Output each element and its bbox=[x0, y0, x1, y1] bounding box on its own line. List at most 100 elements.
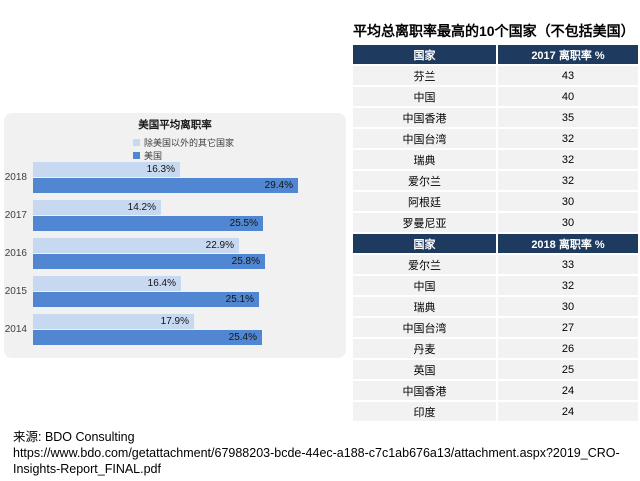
table-row: 中国台湾 32 bbox=[353, 129, 638, 150]
cell-country: 罗曼尼亚 bbox=[353, 213, 498, 232]
year-label: 2018 bbox=[4, 172, 27, 183]
bar-usa: 25.5% bbox=[33, 216, 263, 231]
bar-value-label: 22.9% bbox=[205, 240, 234, 251]
bar-value-label: 25.4% bbox=[228, 332, 257, 343]
cell-country: 中国台湾 bbox=[353, 318, 498, 337]
cell-rate: 27 bbox=[561, 321, 575, 334]
cell-country: 中国香港 bbox=[353, 108, 498, 127]
cell-country: 爱尔兰 bbox=[353, 255, 498, 274]
legend-swatch-dark-icon bbox=[133, 152, 140, 159]
table-row: 瑞典 30 bbox=[353, 297, 638, 318]
header-cell-country: 国家 bbox=[353, 45, 498, 64]
year-label: 2017 bbox=[4, 210, 27, 221]
year-label: 2016 bbox=[4, 248, 27, 259]
bar-other-countries: 16.3% bbox=[33, 162, 180, 177]
table-header-row: 国家 2017 离职率 % bbox=[353, 45, 638, 66]
us-turnover-chart-panel: 美国平均离职率 除美国以外的其它国家 美国 2018 16.3% 29.4% 2017… bbox=[4, 113, 346, 358]
cell-country: 阿根廷 bbox=[353, 192, 498, 211]
table-row: 中国 32 bbox=[353, 276, 638, 297]
bar-usa: 25.1% bbox=[33, 292, 259, 307]
cell-country: 爱尔兰 bbox=[353, 171, 498, 190]
cell-country: 中国 bbox=[353, 87, 498, 106]
header-cell-rate: 2018 离职率 % bbox=[531, 238, 605, 251]
legend-item-usa: 美国 bbox=[133, 149, 234, 162]
legend-swatch-light-icon bbox=[133, 139, 140, 146]
bar-other-countries: 17.9% bbox=[33, 314, 194, 329]
source-label: 来源: BDO Consulting bbox=[13, 430, 135, 444]
table-row: 中国香港 24 bbox=[353, 381, 638, 402]
source-block: 来源: BDO Consulting https://www.bdo.com/g… bbox=[13, 429, 620, 477]
bar-value-label: 25.1% bbox=[225, 294, 254, 305]
cell-country: 英国 bbox=[353, 360, 498, 379]
cell-rate: 26 bbox=[561, 342, 575, 355]
bar-usa: 25.4% bbox=[33, 330, 262, 345]
bar-value-label: 16.3% bbox=[146, 164, 175, 175]
table-row: 中国香港 35 bbox=[353, 108, 638, 129]
bar-group-2015: 2015 16.4% 25.1% bbox=[4, 276, 340, 307]
bar-pair: 16.3% 29.4% bbox=[33, 162, 340, 193]
table-row: 罗曼尼亚 30 bbox=[353, 213, 638, 234]
cell-country: 中国台湾 bbox=[353, 129, 498, 148]
year-label: 2015 bbox=[4, 286, 27, 297]
legend-label: 美国 bbox=[144, 151, 163, 161]
cell-country: 印度 bbox=[353, 402, 498, 421]
table-row: 芬兰 43 bbox=[353, 66, 638, 87]
bar-value-label: 25.5% bbox=[229, 218, 258, 229]
table-row: 爱尔兰 32 bbox=[353, 171, 638, 192]
bar-plot: 2018 16.3% 29.4% 2017 14.2% 25.5% 2016 22.9% 25.… bbox=[4, 162, 340, 352]
bar-other-countries: 14.2% bbox=[33, 200, 161, 215]
legend-item-other-countries: 除美国以外的其它国家 bbox=[133, 136, 234, 149]
bar-usa: 29.4% bbox=[33, 178, 298, 193]
cell-country: 瑞典 bbox=[353, 297, 498, 316]
table-row: 丹麦 26 bbox=[353, 339, 638, 360]
cell-country: 丹麦 bbox=[353, 339, 498, 358]
bar-other-countries: 22.9% bbox=[33, 238, 239, 253]
cell-rate: 35 bbox=[561, 111, 575, 124]
bar-group-2014: 2014 17.9% 25.4% bbox=[4, 314, 340, 345]
cell-country: 芬兰 bbox=[353, 66, 498, 85]
cell-rate: 30 bbox=[561, 300, 575, 313]
cell-country: 中国 bbox=[353, 276, 498, 295]
bar-pair: 22.9% 25.8% bbox=[33, 238, 340, 269]
bar-value-label: 14.2% bbox=[127, 202, 156, 213]
header-cell-rate: 2017 离职率 % bbox=[531, 49, 605, 62]
chart-title: 美国平均离职率 bbox=[138, 119, 212, 131]
cell-rate: 33 bbox=[561, 258, 575, 271]
cell-rate: 32 bbox=[561, 153, 575, 166]
table-row: 英国 25 bbox=[353, 360, 638, 381]
table-title: 平均总离职率最高的10个国家（不包括美国） bbox=[353, 23, 635, 39]
bar-pair: 14.2% 25.5% bbox=[33, 200, 340, 231]
cell-rate: 32 bbox=[561, 174, 575, 187]
legend-label: 除美国以外的其它国家 bbox=[144, 138, 235, 148]
table-row: 印度 24 bbox=[353, 402, 638, 423]
table-row: 阿根廷 30 bbox=[353, 192, 638, 213]
cell-rate: 40 bbox=[561, 90, 575, 103]
cell-rate: 32 bbox=[561, 132, 575, 145]
turnover-table: 国家 2017 离职率 % 芬兰 43 中国 40 中国香港 35 中国台湾 32 瑞典 32 爱尔兰 3… bbox=[353, 45, 638, 423]
bar-value-label: 17.9% bbox=[160, 316, 189, 327]
cell-rate: 30 bbox=[561, 195, 575, 208]
source-url-line2: Insights-Report_FINAL.pdf bbox=[13, 462, 161, 476]
header-cell-country: 国家 bbox=[353, 234, 498, 253]
table-row: 瑞典 32 bbox=[353, 150, 638, 171]
bar-group-2018: 2018 16.3% 29.4% bbox=[4, 162, 340, 193]
cell-rate: 24 bbox=[561, 405, 575, 418]
cell-country: 瑞典 bbox=[353, 150, 498, 169]
bar-pair: 17.9% 25.4% bbox=[33, 314, 340, 345]
table-header-row: 国家 2018 离职率 % bbox=[353, 234, 638, 255]
cell-rate: 25 bbox=[561, 363, 575, 376]
bar-pair: 16.4% 25.1% bbox=[33, 276, 340, 307]
year-label: 2014 bbox=[4, 324, 27, 335]
bar-group-2016: 2016 22.9% 25.8% bbox=[4, 238, 340, 269]
source-url-line1: https://www.bdo.com/getattachment/679882… bbox=[13, 446, 620, 460]
bar-usa: 25.8% bbox=[33, 254, 265, 269]
bar-other-countries: 16.4% bbox=[33, 276, 181, 291]
table-row: 爱尔兰 33 bbox=[353, 255, 638, 276]
table-row: 中国台湾 27 bbox=[353, 318, 638, 339]
table-row: 中国 40 bbox=[353, 87, 638, 108]
bar-value-label: 29.4% bbox=[264, 180, 293, 191]
bar-group-2017: 2017 14.2% 25.5% bbox=[4, 200, 340, 231]
bar-value-label: 16.4% bbox=[147, 278, 176, 289]
chart-legend: 除美国以外的其它国家 美国 bbox=[133, 136, 234, 162]
cell-rate: 30 bbox=[561, 216, 575, 229]
